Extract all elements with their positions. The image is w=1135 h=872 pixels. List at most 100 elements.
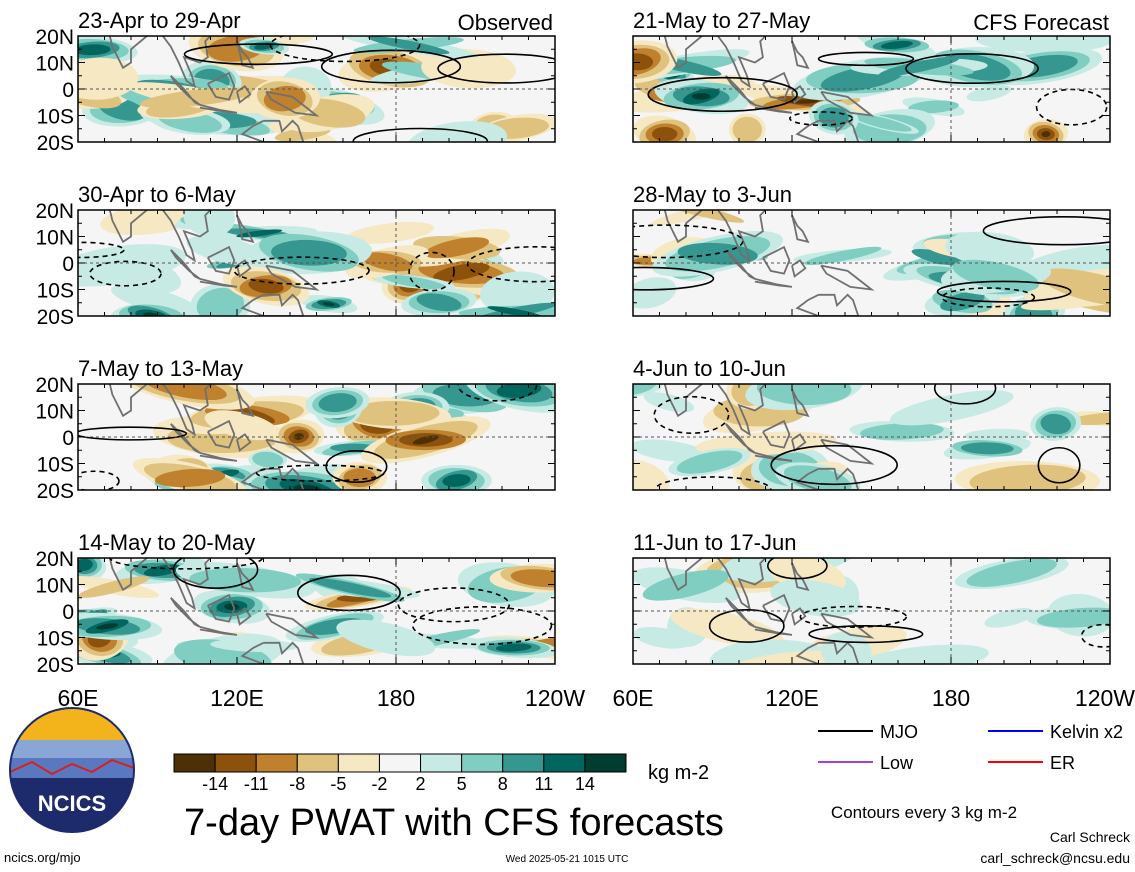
coastline [265, 438, 320, 465]
coastline [663, 558, 703, 592]
field-layer [78, 384, 555, 490]
dry-anomaly [154, 468, 226, 488]
colorbar-swatch [337, 753, 380, 773]
colorbar-swatch [584, 753, 627, 773]
coastline [162, 36, 212, 89]
panel-date-label: 11-Jun to 17-Jun [633, 530, 796, 555]
wet-anomaly [318, 393, 357, 413]
x-tick-label: 180 [932, 685, 970, 711]
y-tick-label: 20S [37, 480, 74, 503]
coastline [240, 293, 305, 316]
mjo-contour [296, 574, 401, 612]
coastline [236, 259, 252, 278]
coastline [717, 36, 767, 89]
wet-anomaly [889, 390, 1014, 426]
coastline [791, 214, 810, 244]
coastline [207, 593, 236, 623]
y-tick-label: 20S [37, 132, 74, 155]
dry-anomaly [293, 433, 304, 440]
mjo-contour [325, 450, 388, 484]
colorbar-tick-label: 5 [457, 774, 467, 794]
coastline [199, 626, 238, 636]
wet-anomaly [691, 93, 711, 100]
coastline [795, 467, 860, 490]
dry-anomaly [651, 127, 678, 142]
coastline [236, 562, 255, 592]
wet-anomaly [984, 608, 1035, 628]
wet-anomaly [78, 558, 93, 572]
units-label: kg m-2 [648, 762, 709, 784]
coastline [762, 593, 791, 623]
mjo-contour [982, 216, 1110, 246]
map-panel [77, 209, 556, 317]
ncics-logo [10, 708, 134, 832]
mjo-contour [352, 127, 489, 142]
wet-anomaly [271, 239, 347, 266]
mjo-contour [770, 444, 898, 486]
coastline [236, 388, 255, 418]
coastline [240, 467, 305, 490]
coastline [791, 388, 810, 418]
field-layer [633, 210, 1110, 316]
y-tick-label: 0 [62, 427, 74, 450]
timestamp-label: Wed 2025-05-21 1015 UTC [506, 854, 629, 865]
wet-anomaly [770, 579, 861, 617]
mjo-contour [78, 241, 125, 259]
wet-anomaly [880, 40, 913, 49]
dry-anomaly [734, 650, 839, 664]
wet-anomaly [860, 422, 944, 440]
dry-anomaly [248, 278, 284, 294]
legend-label: Kelvin x2 [1050, 722, 1123, 742]
map-panel [77, 557, 556, 665]
wet-anomaly [851, 644, 989, 664]
mjo-contour [320, 49, 462, 84]
mjo-contour [799, 605, 908, 628]
mjo-contour [653, 395, 730, 434]
map-panel [77, 383, 556, 491]
map-panel [632, 557, 1111, 665]
observed-label: Observed [458, 10, 553, 35]
colorbar-tick-label: 2 [416, 774, 426, 794]
coastline [791, 259, 807, 278]
contour-note: Contours every 3 kg m-2 [831, 803, 1017, 822]
coastline [820, 612, 875, 639]
mjo-contour [183, 43, 334, 66]
forecast-label: CFS Forecast [973, 10, 1109, 35]
coastline [754, 626, 793, 636]
panel-date-label: 28-May to 3-Jun [633, 182, 792, 207]
coastline [265, 90, 320, 117]
coastline [795, 119, 860, 142]
x-tick-label: 120E [210, 685, 264, 711]
mjo-contour [708, 609, 785, 643]
colorbar-tick-label: -11 [244, 774, 269, 794]
mjo-contour [89, 260, 162, 287]
colorbar-swatch [461, 753, 504, 773]
mjo-contour [933, 384, 997, 405]
y-tick-label: 20N [35, 548, 74, 571]
y-tick-label: 20N [35, 200, 74, 223]
dry-anomaly [433, 263, 490, 282]
mjo-contour [817, 51, 915, 67]
panel-date-label: 4-Jun to 10-Jun [633, 356, 786, 381]
wet-anomaly [96, 623, 119, 630]
x-tick-label: 120W [525, 685, 585, 711]
wet-anomaly [878, 56, 960, 77]
colorbar-swatch [173, 753, 216, 773]
dry-anomaly [345, 221, 435, 244]
coastline [791, 607, 807, 626]
mjo-contour [411, 606, 553, 646]
wet-anomaly [309, 577, 392, 598]
map-panel [632, 209, 1111, 317]
colorbar-swatch [255, 753, 298, 773]
logo-text: NCICS [38, 791, 106, 816]
dry-anomaly [100, 210, 201, 236]
mjo-contour [408, 251, 455, 292]
x-tick-label: 180 [377, 685, 415, 711]
coastline [240, 641, 305, 664]
mjo-contour [172, 558, 259, 590]
y-tick-label: 10N [35, 53, 74, 76]
logo-ring [9, 707, 135, 833]
coastline [754, 104, 793, 114]
coastline [795, 641, 860, 664]
panel-date-label: 7-May to 13-May [78, 356, 243, 381]
